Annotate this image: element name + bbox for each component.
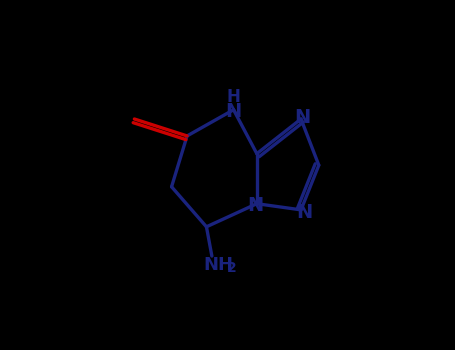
Text: H: H <box>227 89 241 106</box>
Text: N: N <box>225 102 242 121</box>
Text: N: N <box>296 203 312 223</box>
Text: NH: NH <box>203 256 233 274</box>
Text: N: N <box>294 108 311 127</box>
Text: 2: 2 <box>227 261 237 275</box>
Text: N: N <box>247 196 263 215</box>
